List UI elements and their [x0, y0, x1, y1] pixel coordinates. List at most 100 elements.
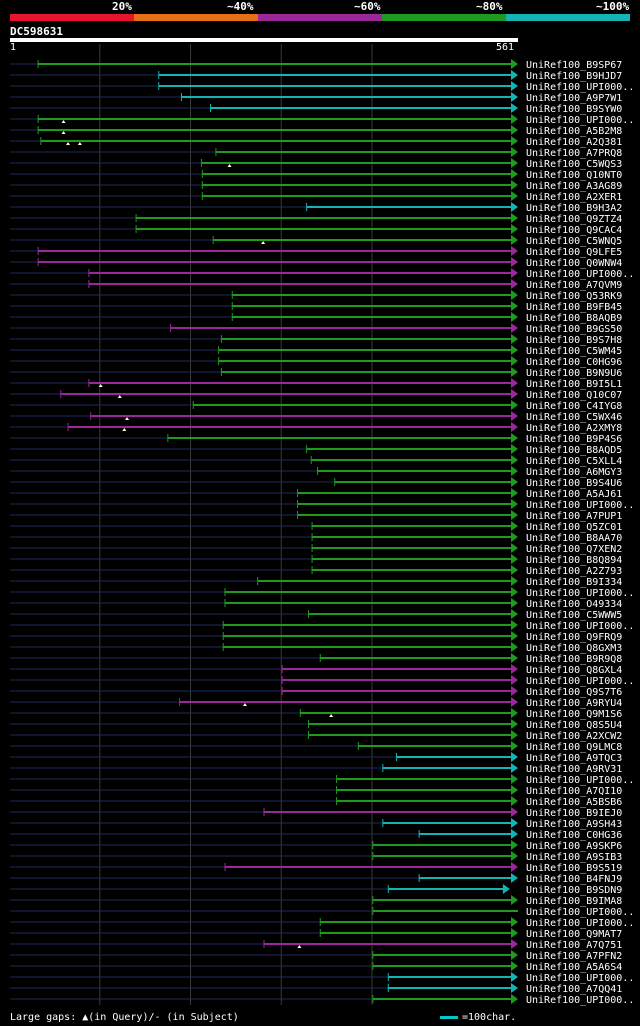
hit-arrowhead	[511, 367, 518, 377]
legend-band-40	[134, 14, 258, 21]
hit-bar	[223, 646, 512, 648]
hit-arrowhead	[511, 939, 518, 949]
hit-label: UniRef100_Q9FRQ9	[526, 632, 622, 643]
legend-band-20	[10, 14, 134, 21]
hit-bar	[232, 316, 512, 318]
hit-bar	[311, 459, 512, 461]
hit-label: UniRef100_B9FB45	[526, 302, 622, 313]
hit-label: UniRef100_Q8S5U4	[526, 720, 622, 731]
hit-bar	[308, 734, 512, 736]
hit-label: UniRef100_B9HJD7	[526, 71, 622, 82]
query-gap-marker	[227, 164, 232, 167]
hit-bar	[388, 987, 512, 989]
footer: Large gaps: ▲(in Query)/‐ (in Subject) =…	[0, 1011, 640, 1026]
hit-label: UniRef100_A5AJ61	[526, 489, 622, 500]
hit-bar	[232, 305, 512, 307]
hit-bar	[312, 536, 512, 538]
hit-bar	[372, 910, 518, 912]
hit-bar	[232, 294, 512, 296]
hit-label: UniRef100_C0HG96	[526, 357, 622, 368]
hit-arrowhead	[511, 466, 518, 476]
query-gap-marker	[77, 142, 82, 145]
hit-bar	[382, 767, 512, 769]
hit-label: UniRef100_B8AQD5	[526, 445, 622, 456]
hit-label: UniRef100_UPI000..	[526, 995, 634, 1006]
hit-bar	[282, 690, 512, 692]
gaps-legend-text: Large gaps: ▲(in Query)/‐ (in Subject)	[10, 1012, 239, 1023]
hit-bar	[382, 822, 512, 824]
hit-arrowhead	[511, 565, 518, 575]
identity-legend: 20% ~40% ~60% ~80% ~100%	[0, 0, 640, 22]
hit-label: UniRef100_A5BSB6	[526, 797, 622, 808]
hit-arrowhead	[511, 796, 518, 806]
hit-arrowhead	[511, 554, 518, 564]
scale-bar	[440, 1015, 458, 1019]
hit-label: UniRef100_A9TQC3	[526, 753, 622, 764]
hit-bar	[40, 140, 512, 142]
hit-label: UniRef100_C5XLL4	[526, 456, 622, 467]
hit-arrowhead	[511, 235, 518, 245]
hit-label: UniRef100_B8AQB9	[526, 313, 622, 324]
hit-label: UniRef100_C5WQS3	[526, 159, 622, 170]
hit-label: UniRef100_A9SH43	[526, 819, 622, 830]
hit-bar	[320, 932, 512, 934]
hit-label: UniRef100_B9S7H8	[526, 335, 622, 346]
query-ruler	[10, 38, 518, 42]
hit-arrowhead	[511, 763, 518, 773]
hit-label: UniRef100_C5WNQ5	[526, 236, 622, 247]
hit-arrowhead	[511, 730, 518, 740]
hit-arrowhead	[511, 81, 518, 91]
hit-arrowhead	[511, 664, 518, 674]
hit-arrowhead	[511, 169, 518, 179]
hit-arrowhead	[511, 136, 518, 146]
hit-arrowhead	[511, 433, 518, 443]
hit-arrowhead	[511, 422, 518, 432]
hit-label: UniRef100_O49334	[526, 599, 622, 610]
hit-arrowhead	[511, 862, 518, 872]
hit-label: UniRef100_UPI000..	[526, 676, 634, 687]
hit-arrowhead	[511, 312, 518, 322]
hit-arrowhead	[511, 279, 518, 289]
hit-label: UniRef100_Q0WNW4	[526, 258, 622, 269]
hit-bar	[336, 800, 512, 802]
hit-label: UniRef100_Q9S7T6	[526, 687, 622, 698]
hit-bar	[38, 63, 512, 65]
hit-label: UniRef100_B9IMA8	[526, 896, 622, 907]
hit-arrowhead	[511, 785, 518, 795]
hit-arrowhead	[511, 345, 518, 355]
hit-bar	[224, 602, 512, 604]
hit-label: UniRef100_C5WWW5	[526, 610, 622, 621]
hit-arrowhead	[511, 829, 518, 839]
hit-bar	[320, 657, 512, 659]
hit-bar	[218, 349, 512, 351]
hit-bar	[388, 888, 504, 890]
hit-arrowhead	[511, 444, 518, 454]
hit-label: UniRef100_A7QI10	[526, 786, 622, 797]
query-id: DC598631	[10, 25, 63, 38]
hit-arrowhead	[511, 895, 518, 905]
hit-arrowhead	[511, 851, 518, 861]
hit-bar	[213, 239, 512, 241]
hit-arrowhead	[511, 576, 518, 586]
hit-bar	[158, 74, 512, 76]
hit-arrowhead	[511, 477, 518, 487]
hit-bar	[202, 195, 513, 197]
hit-arrowhead	[511, 818, 518, 828]
hit-arrowhead	[511, 642, 518, 652]
hit-label: UniRef100_Q9LFE5	[526, 247, 622, 258]
hit-arrowhead	[511, 246, 518, 256]
hit-arrowhead	[511, 268, 518, 278]
hit-label: UniRef100_B9R9Q8	[526, 654, 622, 665]
hit-bar	[170, 327, 513, 329]
hit-bar	[38, 118, 512, 120]
hit-arrowhead	[511, 389, 518, 399]
hit-bar	[201, 162, 512, 164]
hit-bar	[88, 272, 513, 274]
hit-label: UniRef100_Q10NT0	[526, 170, 622, 181]
query-gap-marker	[61, 120, 66, 123]
hit-arrowhead	[511, 257, 518, 267]
query-gap-marker	[66, 142, 71, 145]
hit-bar	[223, 624, 512, 626]
hit-bar	[372, 844, 512, 846]
